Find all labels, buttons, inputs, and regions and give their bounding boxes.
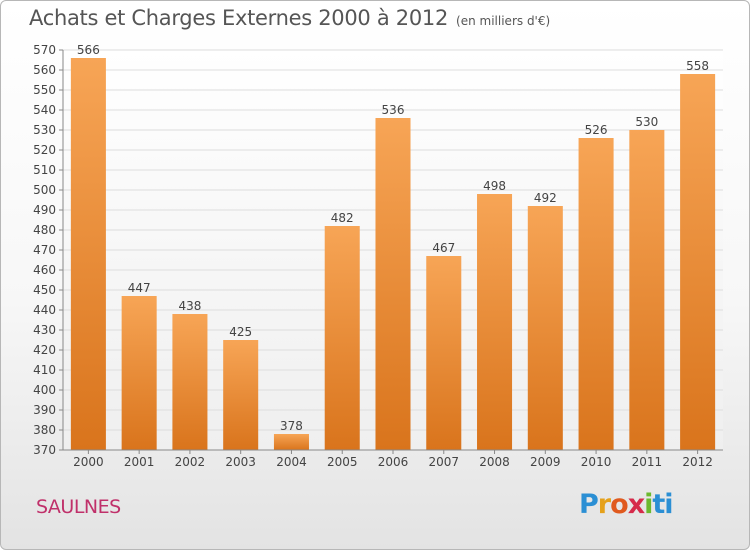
- bar-value-label: 566: [77, 43, 100, 57]
- y-tick-label: 430: [33, 323, 56, 337]
- y-tick-label: 540: [33, 103, 56, 117]
- chart-title-text: Achats et Charges Externes 2000 à 2012: [29, 6, 449, 30]
- bar: [527, 206, 563, 450]
- bar-value-label: 526: [585, 123, 608, 137]
- bar: [426, 256, 462, 450]
- logo-letter: x: [627, 489, 645, 520]
- logo-letter: i: [644, 489, 653, 520]
- bar: [375, 118, 411, 450]
- data-labels: 566 447 438 425 378 482 536 467 498 492 526 530 558: [77, 43, 709, 433]
- y-tick-label: 510: [33, 163, 56, 177]
- y-tick-label: 460: [33, 263, 56, 277]
- x-tick-label: 2012: [682, 455, 713, 469]
- y-tick-label: 550: [33, 83, 56, 97]
- y-tick-label: 420: [33, 343, 56, 357]
- y-tick-label: 530: [33, 123, 56, 137]
- y-tick-label: 370: [33, 443, 56, 457]
- bar-value-label: 447: [128, 281, 151, 295]
- axes: 370 380 390 400 410 420 430 440 450 460 470 480 490 5…: [33, 43, 723, 469]
- y-tick-label: 480: [33, 223, 56, 237]
- bar-value-label: 482: [331, 211, 354, 225]
- chart-subtitle: (en milliers d'€): [456, 14, 551, 28]
- bar-value-label: 536: [382, 103, 405, 117]
- bar: [324, 226, 360, 450]
- bar-value-label: 467: [432, 241, 455, 255]
- bar-value-label: 438: [178, 299, 201, 313]
- x-tick-label: 2007: [428, 455, 459, 469]
- x-tick-label: 2010: [581, 455, 612, 469]
- y-tick-label: 440: [33, 303, 56, 317]
- bar-value-label: 492: [534, 191, 557, 205]
- x-tick-label: 2004: [276, 455, 307, 469]
- bar: [578, 138, 614, 450]
- proxiti-logo: Proxiti: [579, 489, 674, 520]
- bar: [172, 314, 208, 450]
- bar: [273, 434, 309, 450]
- bar-value-label: 530: [635, 115, 658, 129]
- bar: [70, 58, 106, 450]
- y-tick-label: 410: [33, 363, 56, 377]
- y-tick-label: 400: [33, 383, 56, 397]
- x-tick-label: 2000: [73, 455, 104, 469]
- y-tick-label: 380: [33, 423, 56, 437]
- y-tick-label: 500: [33, 183, 56, 197]
- logo-letter: ti: [652, 489, 673, 520]
- logo-letter: o: [610, 489, 629, 520]
- y-tick-label: 390: [33, 403, 56, 417]
- bar: [223, 340, 259, 450]
- bar: [629, 130, 665, 450]
- y-tick-label: 470: [33, 243, 56, 257]
- bar-value-label: 378: [280, 419, 303, 433]
- logo-letter: P: [579, 489, 599, 520]
- x-tick-label: 2002: [175, 455, 206, 469]
- bar-value-label: 425: [229, 325, 252, 339]
- y-tick-label: 560: [33, 63, 56, 77]
- y-tick-label: 450: [33, 283, 56, 297]
- bar: [680, 74, 716, 450]
- x-tick-label: 2009: [530, 455, 561, 469]
- x-tick-label: 2006: [378, 455, 409, 469]
- y-tick-label: 570: [33, 43, 56, 57]
- location-label: SAULNES: [36, 496, 121, 518]
- bar: [477, 194, 513, 450]
- x-tick-label: 2005: [327, 455, 358, 469]
- y-tick-label: 520: [33, 143, 56, 157]
- chart-title: Achats et Charges Externes 2000 à 2012 (e…: [29, 6, 550, 30]
- y-tick-label: 490: [33, 203, 56, 217]
- bar-value-label: 498: [483, 179, 506, 193]
- x-tick-label: 2001: [124, 455, 155, 469]
- x-tick-label: 2008: [479, 455, 510, 469]
- x-tick-label: 2003: [225, 455, 256, 469]
- bars: [70, 58, 716, 450]
- x-tick-label: 2011: [632, 455, 663, 469]
- bar-value-label: 558: [686, 59, 709, 73]
- bar: [121, 296, 157, 450]
- logo-letter: r: [597, 489, 611, 520]
